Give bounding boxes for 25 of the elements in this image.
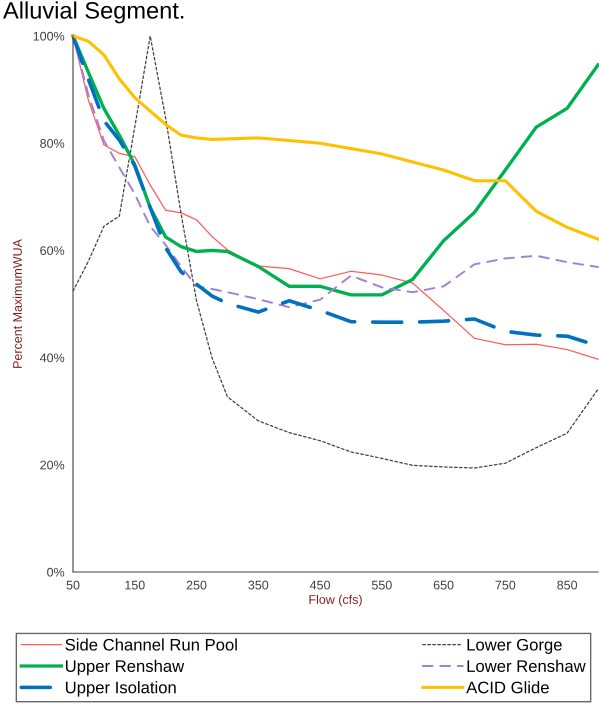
x-tick-label: 450 xyxy=(310,580,330,590)
x-tick-label: 250 xyxy=(186,580,206,590)
y-tick-label: 60% xyxy=(40,246,64,256)
x-tick-label: 650 xyxy=(434,580,454,590)
legend-label: Upper Isolation xyxy=(66,681,176,697)
chart-title: Alluvial Segment. xyxy=(3,1,184,24)
y-tick-label: 100% xyxy=(34,32,64,41)
x-axis-title: Flow (cfs) xyxy=(309,594,362,606)
y-axis-title: Percent MaximumWUA xyxy=(12,239,22,368)
x-tick-label: 850 xyxy=(557,580,578,590)
y-tick-label: 0% xyxy=(47,568,64,577)
legend-label: Lower Renshaw xyxy=(468,660,586,672)
legend-label: Upper Renshaw xyxy=(66,660,184,676)
y-tick-label: 80% xyxy=(40,139,64,148)
legend-label: Lower Gorge xyxy=(468,638,562,654)
y-tick-label: 20% xyxy=(40,460,64,470)
x-tick-label: 550 xyxy=(372,580,392,590)
x-tick-label: 150 xyxy=(125,580,145,590)
x-tick-label: 50 xyxy=(66,580,80,590)
x-tick-label: 750 xyxy=(496,580,516,590)
x-tick-label: 350 xyxy=(248,580,268,590)
y-tick-label: 40% xyxy=(40,353,64,362)
legend-label: ACID Glide xyxy=(466,681,549,694)
line-series xyxy=(71,34,599,241)
legend-label: Side Channel Run Pool xyxy=(65,638,237,651)
